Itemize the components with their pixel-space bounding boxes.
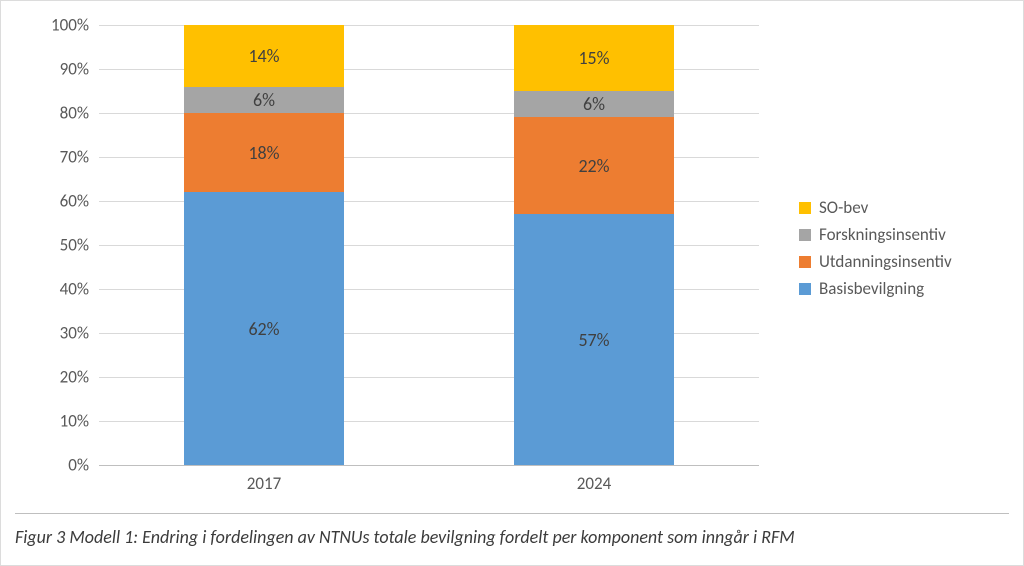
y-tick-label: 70% [60, 147, 99, 168]
legend-item-utd: Utdanningsinsentiv [799, 251, 952, 272]
y-tick-label: 90% [60, 59, 99, 80]
x-tick-label: 2017 [247, 465, 281, 494]
y-tick-label: 100% [51, 15, 99, 36]
bar-segment-forsk [514, 91, 674, 117]
legend-label: Utdanningsinsentiv [819, 251, 952, 272]
caption-divider [15, 513, 1009, 514]
bar-segment-basis [514, 214, 674, 465]
figure-container: 0% 10% 20% 30% 40% 50% 60% 70% 80% 90% 100% 62%18%6… [0, 0, 1024, 566]
y-tick-label: 10% [60, 411, 99, 432]
legend-swatch [799, 283, 811, 295]
legend-swatch [799, 256, 811, 268]
bar-segment-so [184, 25, 344, 87]
x-tick-label: 2024 [577, 465, 611, 494]
chart-area: 0% 10% 20% 30% 40% 50% 60% 70% 80% 90% 100% 62%18%6… [1, 1, 1024, 511]
legend-item-forsk: Forskningsinsentiv [799, 224, 952, 245]
bar-segment-so [514, 25, 674, 91]
bar-segment-basis [184, 192, 344, 465]
legend: SO-bev Forskningsinsentiv Utdanningsinsent… [799, 191, 952, 305]
legend-swatch [799, 229, 811, 241]
x-axis-baseline [99, 465, 759, 466]
y-tick-label: 50% [60, 235, 99, 256]
y-tick-label: 30% [60, 323, 99, 344]
bar-group: 62%18%6%14% [184, 25, 344, 465]
plot-region: 0%10%20%30%40%50%60%70%80%90%100%62%18%6… [99, 25, 759, 465]
y-tick-label: 0% [68, 455, 99, 476]
y-tick-label: 80% [60, 103, 99, 124]
y-tick-label: 60% [60, 191, 99, 212]
legend-label: Basisbevilgning [819, 278, 924, 299]
bar-group: 57%22%6%15% [514, 25, 674, 465]
legend-label: Forskningsinsentiv [819, 224, 946, 245]
figure-caption: Figur 3 Modell 1: Endring i fordelingen … [15, 526, 795, 548]
legend-item-so: SO-bev [799, 197, 952, 218]
bar-segment-utd [514, 117, 674, 214]
y-tick-label: 20% [60, 367, 99, 388]
bar-segment-forsk [184, 87, 344, 113]
legend-item-basis: Basisbevilgning [799, 278, 952, 299]
y-tick-label: 40% [60, 279, 99, 300]
legend-swatch [799, 202, 811, 214]
legend-label: SO-bev [819, 197, 868, 218]
bar-segment-utd [184, 113, 344, 192]
